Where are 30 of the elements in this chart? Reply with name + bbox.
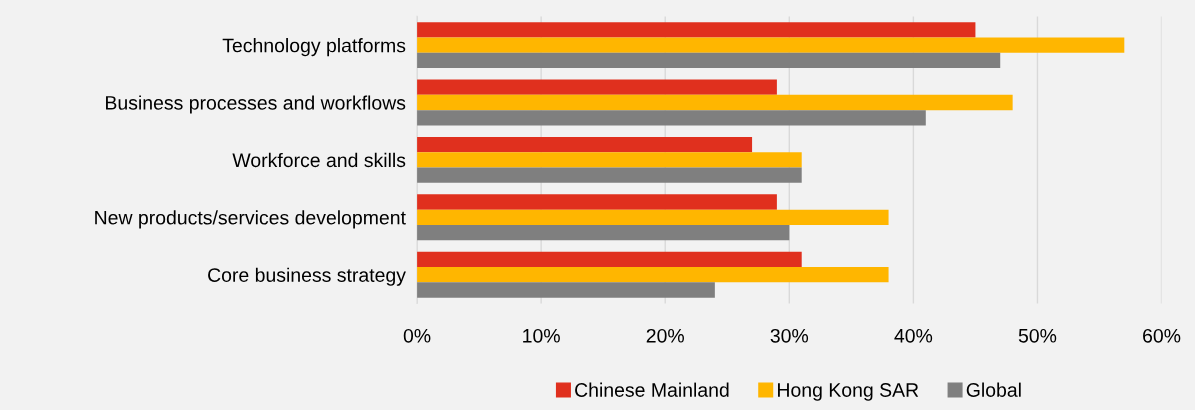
bar [417, 267, 889, 283]
x-tick-label: 0% [403, 328, 431, 343]
bar [417, 194, 777, 210]
bar [417, 136, 753, 153]
y-tick-label: New products/services development [95, 210, 406, 229]
x-tick-label: 50% [1018, 328, 1057, 343]
y-tick-label: Core business strategy [208, 267, 406, 286]
legend-label: Hong Kong SAR [778, 383, 919, 401]
bar [417, 110, 926, 126]
bar [417, 251, 802, 268]
x-tick-label: 40% [894, 328, 933, 343]
legend-label: Chinese Mainland [575, 382, 729, 397]
y-tick-label: Business processes and workflows [106, 95, 406, 114]
bar [417, 22, 976, 38]
legend-label: Global [966, 382, 1021, 397]
x-tick-label: 60% [1143, 328, 1181, 343]
x-tick-label: 20% [646, 328, 684, 343]
bar [417, 152, 802, 168]
y-tick-label: Workforce and skills [232, 152, 406, 168]
bar [417, 52, 1001, 69]
bar [417, 94, 1013, 111]
bar [417, 167, 802, 183]
x-tick-label: 10% [523, 328, 560, 343]
bar [417, 224, 790, 241]
bar [417, 282, 715, 298]
bar [417, 37, 1125, 53]
bar [417, 79, 777, 95]
y-tick-label: Technology platforms [222, 38, 406, 57]
x-tick-label: 30% [770, 328, 809, 343]
bar [417, 209, 889, 225]
